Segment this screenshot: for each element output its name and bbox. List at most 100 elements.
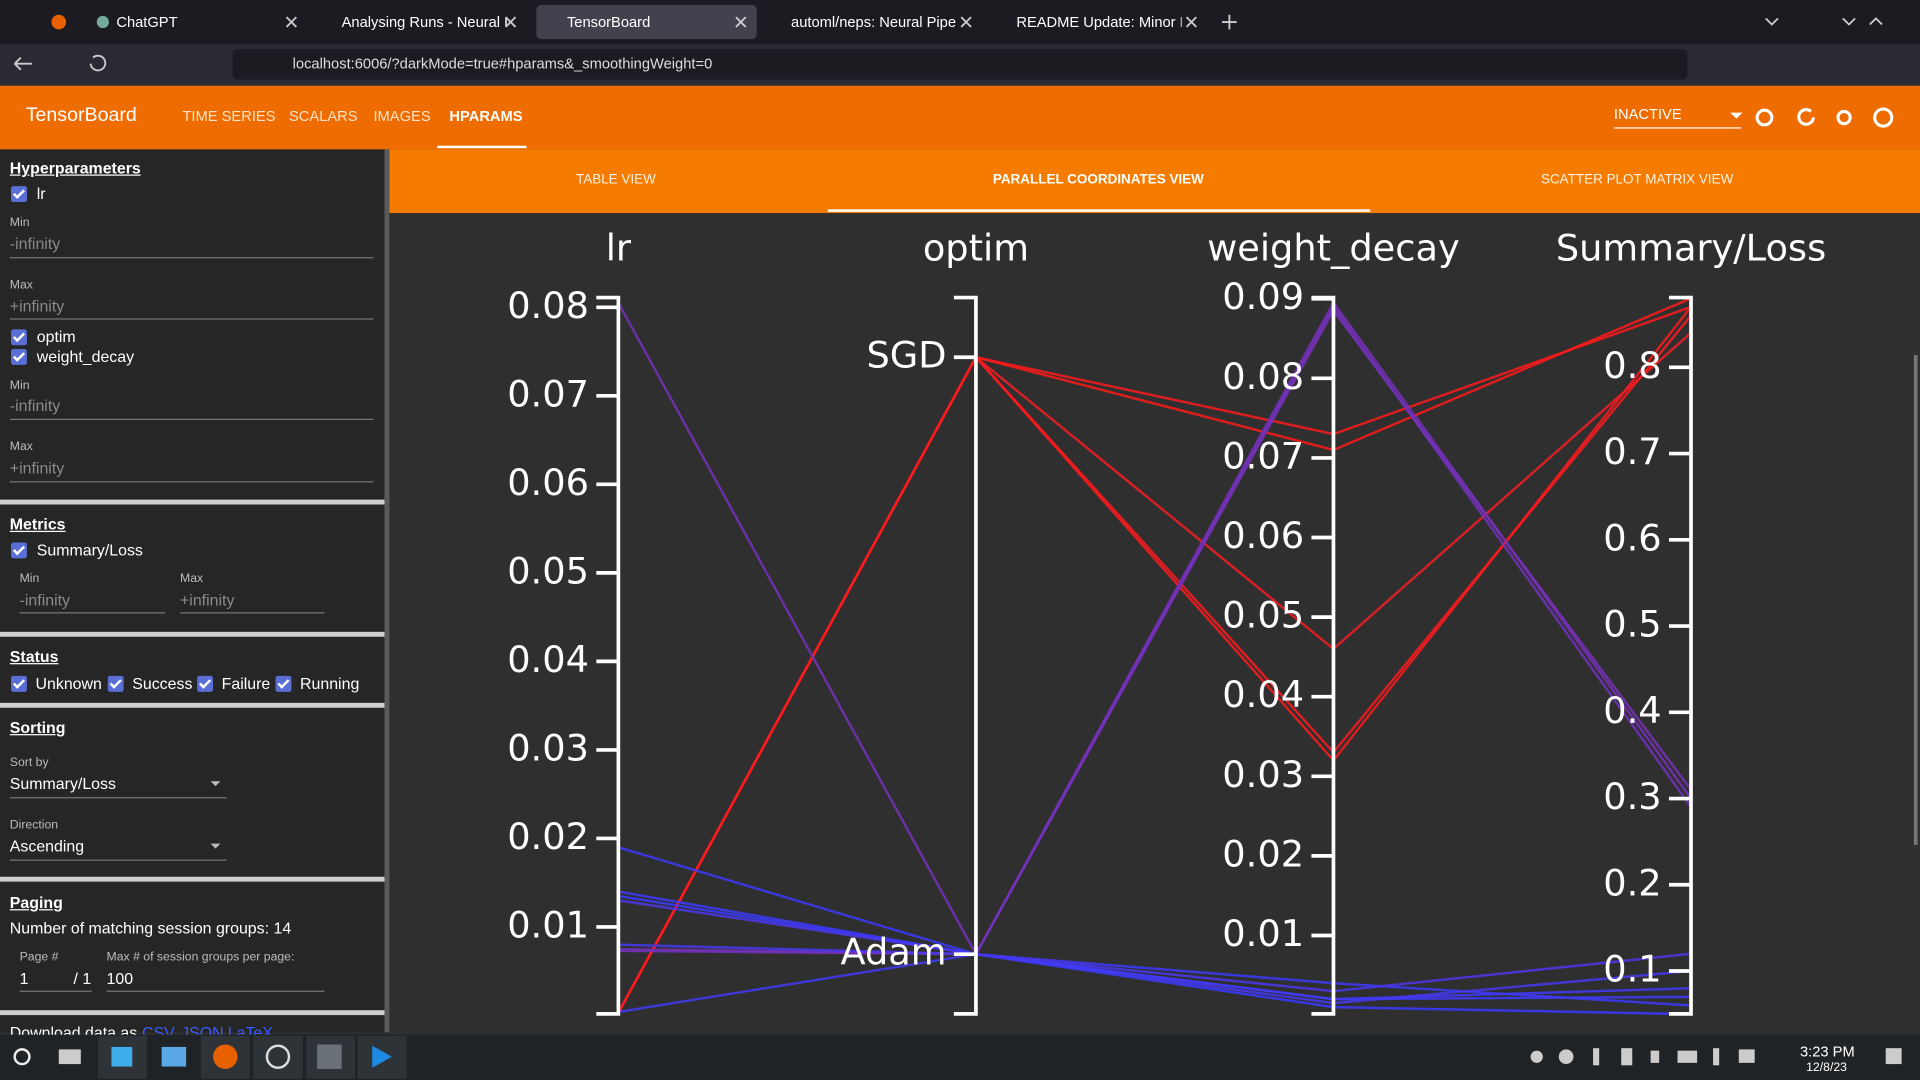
checkbox[interactable] xyxy=(11,542,27,559)
field-input[interactable]: -infinity xyxy=(19,590,71,610)
view-tab[interactable]: TABLE VIEW xyxy=(575,172,656,188)
tab[interactable]: automl/neps: Neural Pipeli xyxy=(791,13,957,31)
field-input[interactable]: +infinity xyxy=(9,296,65,316)
field-input[interactable]: +infinity xyxy=(180,590,235,610)
separator xyxy=(0,1010,385,1016)
nav-link[interactable]: SCALARS xyxy=(288,107,358,125)
tick-label: 0.03 xyxy=(507,726,589,769)
field-input[interactable]: -infinity xyxy=(9,234,61,253)
tab[interactable]: ChatGPT xyxy=(116,13,178,31)
session-line xyxy=(618,952,1692,1014)
view-tab[interactable]: SCATTER PLOT MATRIX VIEW xyxy=(1540,172,1734,188)
checkbox[interactable] xyxy=(275,675,292,692)
field-label: Min xyxy=(9,216,30,230)
view-tab[interactable]: PARALLEL COORDINATES VIEW xyxy=(992,172,1204,188)
hparam-name: lr xyxy=(36,184,46,203)
field-label: Min xyxy=(9,378,30,393)
axis-title: Summary/Loss xyxy=(1556,226,1826,269)
input-line xyxy=(9,318,374,320)
reload-status[interactable]: INACTIVE xyxy=(1613,105,1682,123)
input-line xyxy=(180,612,325,614)
status-name: Success xyxy=(132,674,193,693)
session-line xyxy=(617,331,1692,1014)
field-input[interactable]: -infinity xyxy=(9,396,61,415)
status-name: Failure xyxy=(221,674,271,693)
tick-label: 0.05 xyxy=(507,549,589,592)
session-line xyxy=(618,899,1692,993)
session-line xyxy=(618,890,1692,1001)
tick-label: 0.02 xyxy=(507,815,589,858)
session-line xyxy=(618,894,1692,1016)
tab[interactable]: Analysing Runs - Neural Pi xyxy=(341,13,507,31)
tick-label: 0.6 xyxy=(1603,516,1661,559)
tick-label: SGD xyxy=(866,334,946,377)
checkbox[interactable] xyxy=(107,675,124,692)
tick-label: 0.03 xyxy=(1222,753,1304,796)
tick-label: 0.06 xyxy=(1222,514,1304,557)
tick-label: 0.01 xyxy=(1222,912,1304,955)
select-value[interactable]: Ascending xyxy=(9,836,85,856)
brand: TensorBoard xyxy=(25,105,137,127)
session-line xyxy=(617,297,1692,1014)
input-line xyxy=(9,797,227,799)
field-input[interactable]: +infinity xyxy=(9,458,65,477)
checkbox[interactable] xyxy=(11,186,27,203)
url[interactable]: localhost:6006/?darkMode=true#hparams&_s… xyxy=(292,55,713,73)
separator xyxy=(0,499,385,505)
checkbox[interactable] xyxy=(11,329,27,346)
tab[interactable]: README Update: Minor Fo xyxy=(1016,13,1182,31)
input-line xyxy=(9,859,227,861)
tick-label: 0.02 xyxy=(1222,832,1304,875)
active-tab[interactable] xyxy=(536,4,757,40)
axis-title: weight_decay xyxy=(1207,226,1459,269)
field-label: Min xyxy=(19,572,40,586)
checkbox[interactable] xyxy=(197,675,214,692)
input-line xyxy=(9,418,374,421)
select-value[interactable]: Summary/Loss xyxy=(9,774,116,793)
page-input[interactable]: 1 xyxy=(19,969,29,988)
metric-name: Summary/Loss xyxy=(36,540,143,559)
field-label: Max xyxy=(9,440,33,454)
page-total: / 1 xyxy=(73,969,92,988)
axis-line xyxy=(953,295,978,1016)
select-line xyxy=(1613,127,1742,129)
nav-link[interactable]: HPARAMS xyxy=(449,107,523,125)
field-label: Direction xyxy=(9,818,59,833)
tick-label: 0.2 xyxy=(1603,861,1661,904)
tick-label: 0.4 xyxy=(1603,689,1661,732)
tick-label: 0.1 xyxy=(1603,948,1661,991)
paging-count: Number of matching session groups: 14 xyxy=(9,918,292,938)
nav-link[interactable]: TIME SERIES xyxy=(182,107,276,125)
nav-link[interactable]: IMAGES xyxy=(373,107,431,125)
date: 12/8/23 xyxy=(1806,1061,1847,1075)
separator xyxy=(0,876,385,882)
section-title: Sorting xyxy=(9,718,66,737)
input-line xyxy=(9,257,374,259)
status-name: Running xyxy=(300,674,360,693)
tab-strip xyxy=(0,0,1920,45)
view-tabs xyxy=(389,149,1920,214)
header-icons xyxy=(1730,107,1894,128)
tick-label: 0.3 xyxy=(1603,775,1661,818)
field-label: Page # xyxy=(19,950,59,965)
section-title: Metrics xyxy=(9,514,66,534)
per-page-input[interactable]: 100 xyxy=(106,969,134,988)
clock: 3:23 PM xyxy=(1800,1043,1855,1061)
taskbar-icons xyxy=(13,1035,1902,1079)
chrome-icons xyxy=(14,14,1883,72)
tab[interactable]: TensorBoard xyxy=(566,13,651,31)
tick-label: 0.04 xyxy=(1222,673,1304,716)
field-label: Max # of session groups per page: xyxy=(106,950,295,965)
separator xyxy=(0,702,385,708)
checkbox[interactable] xyxy=(11,675,27,692)
tick-label: 0.7 xyxy=(1603,430,1661,473)
tick-label: 0.01 xyxy=(507,903,589,946)
axis-line xyxy=(596,295,621,1016)
tick-label: 0.07 xyxy=(507,372,589,415)
checkbox[interactable] xyxy=(11,348,27,365)
axis-title: optim xyxy=(923,226,1029,269)
select-arrows xyxy=(210,781,221,849)
tick-label: 0.08 xyxy=(1222,355,1304,398)
url-field[interactable] xyxy=(232,48,1688,80)
